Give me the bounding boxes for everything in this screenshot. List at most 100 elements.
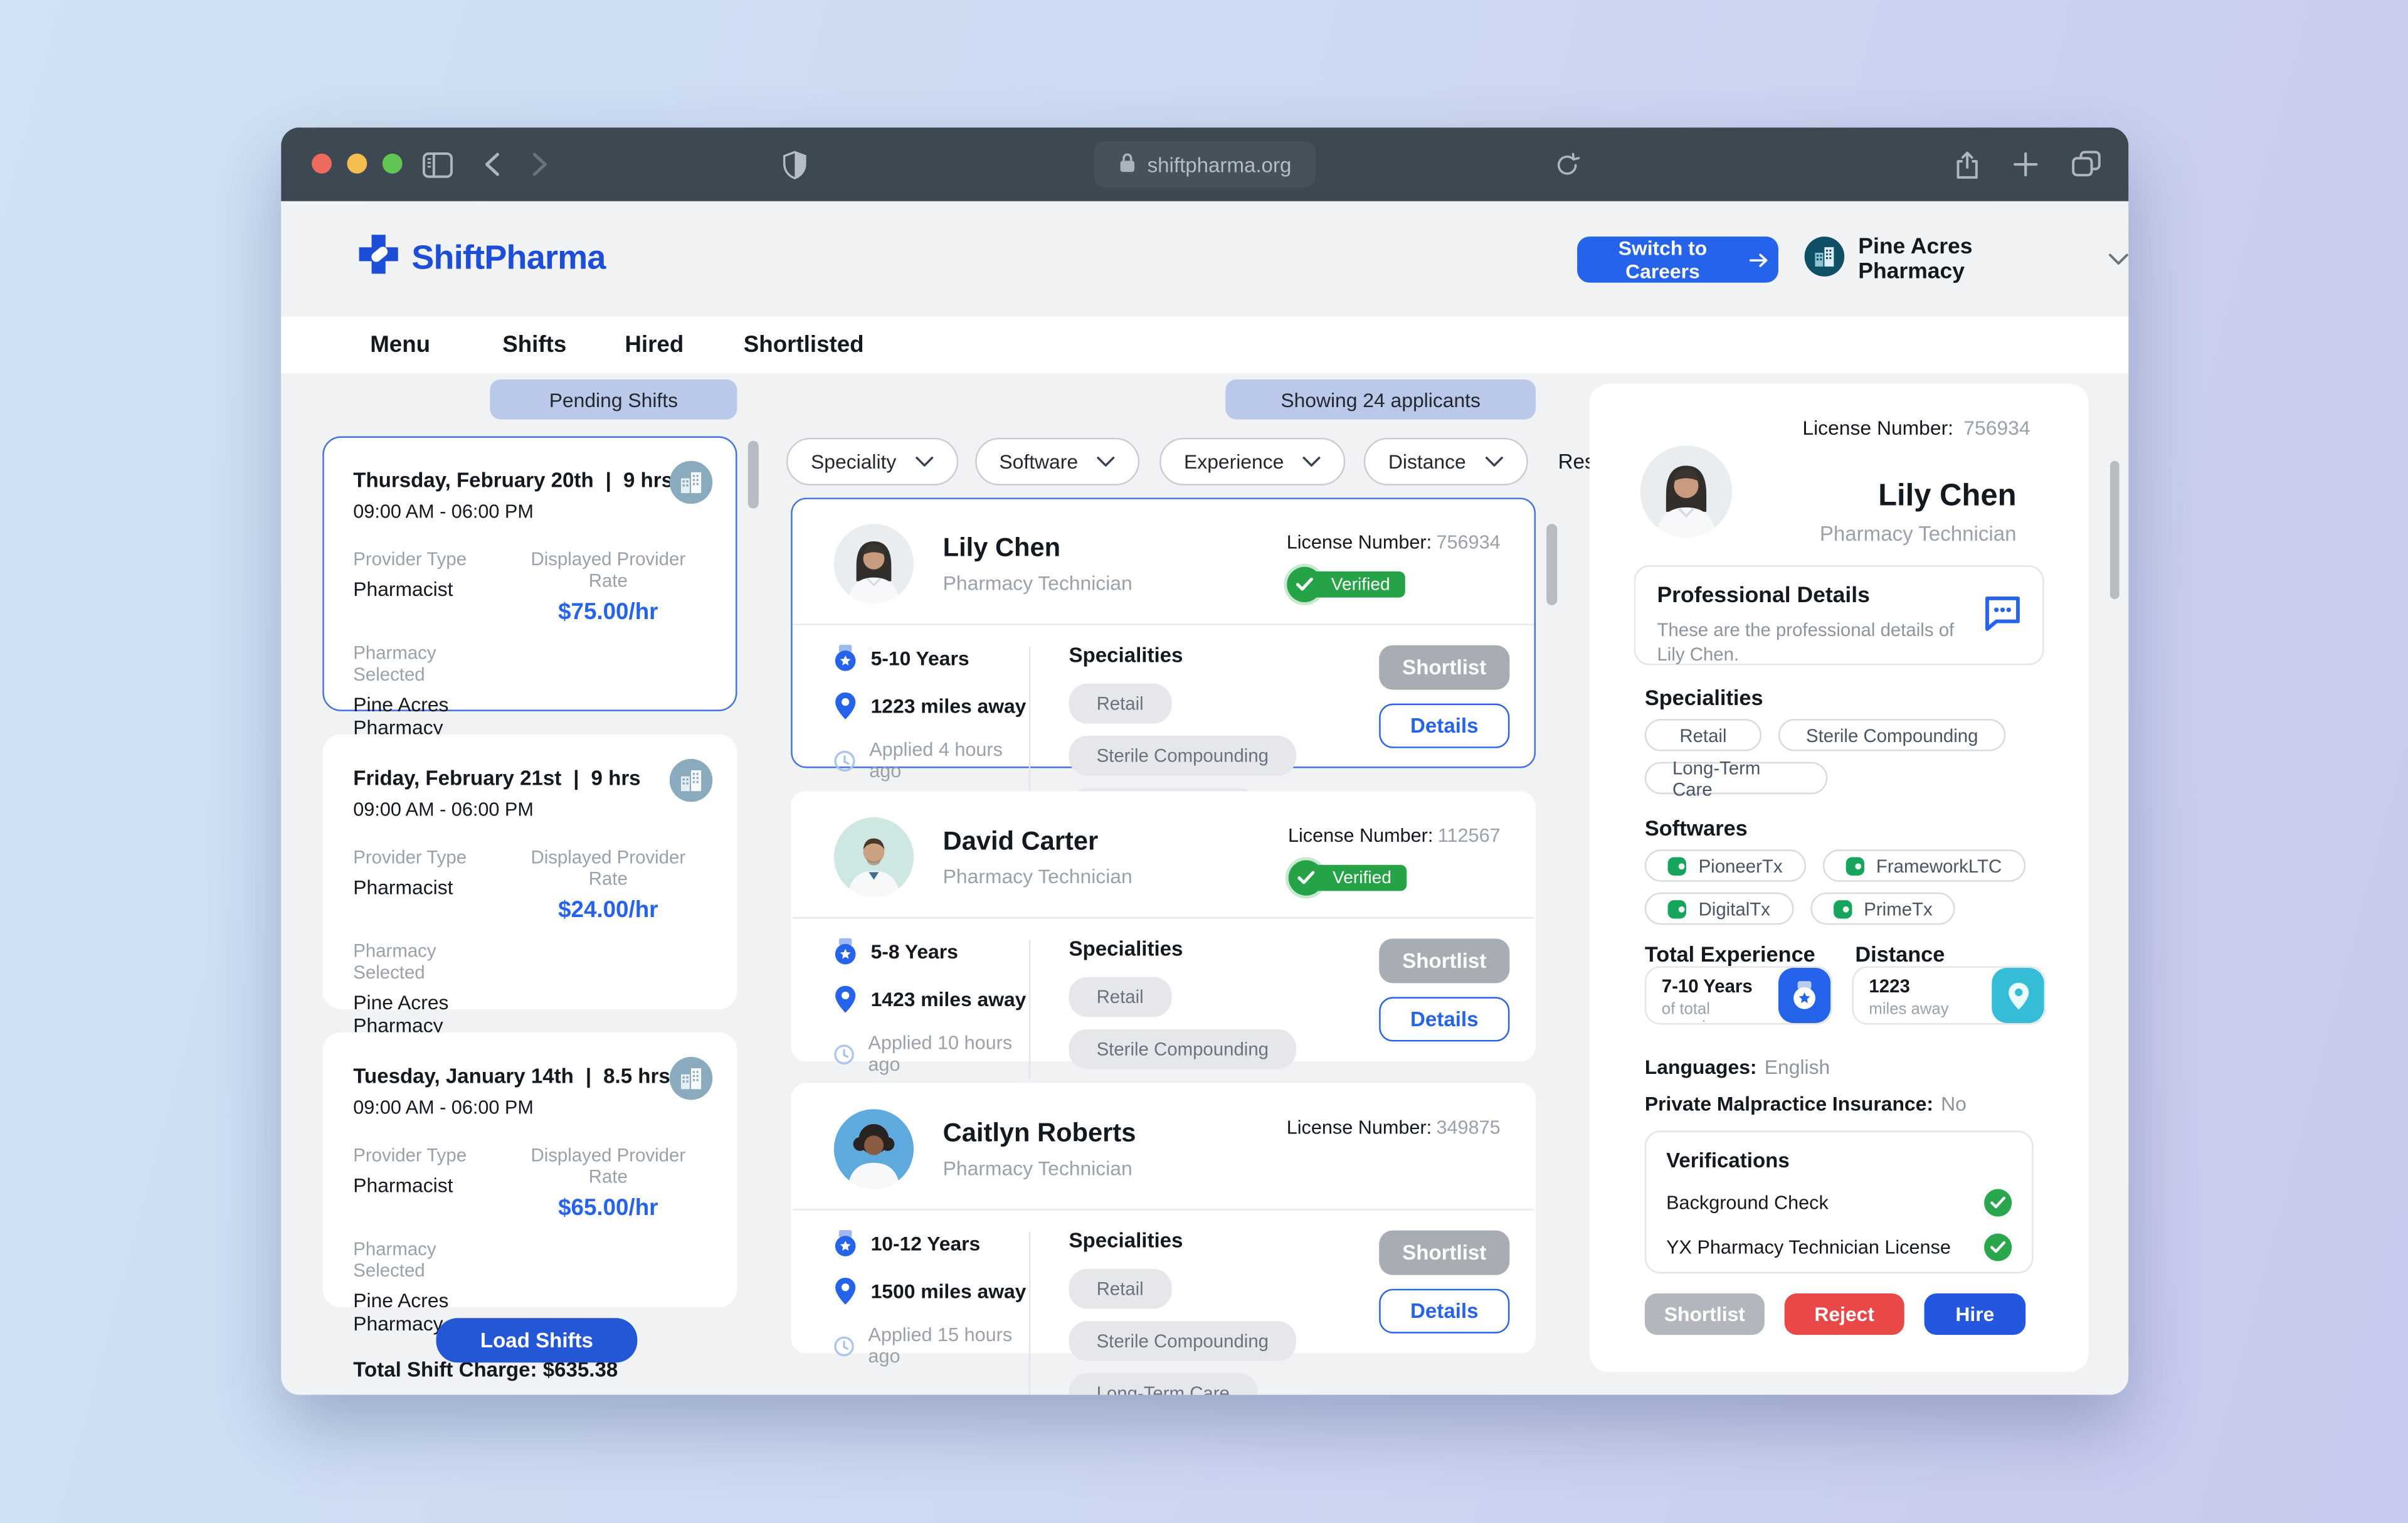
provider-rate: Displayed Provider Rate $65.00/hr (531, 1144, 686, 1221)
shift-date: Thursday, February 20th | 9 hrs (353, 468, 673, 492)
details-button[interactable]: Details (1379, 703, 1510, 748)
applicant-card[interactable]: Caitlyn Roberts Pharmacy Technician Lice… (791, 1083, 1536, 1395)
shift-card[interactable]: Tuesday, January 14th | 8.5 hrs 09:00 AM… (322, 1032, 737, 1381)
software-pill: PrimeTx (1810, 892, 1956, 925)
applicant-role: Pharmacy Technician (1819, 522, 2017, 546)
verified-check-icon (1287, 860, 1324, 896)
specialities-pills: Retail Sterile Compounding Long-Term Car… (1644, 719, 2049, 800)
pharmacy-building-icon (669, 758, 713, 810)
forward-button-icon[interactable] (531, 127, 548, 201)
privacy-shield-icon[interactable] (782, 127, 808, 201)
verified-badge: Verified (1286, 566, 1501, 603)
chevron-down-icon (1097, 457, 1115, 467)
address-bar[interactable]: shiftpharma.org (1093, 141, 1316, 188)
browser-window: shiftpharma.org (281, 127, 2129, 1395)
filter-distance[interactable]: Distance (1363, 437, 1528, 486)
details-button[interactable]: Details (1379, 1288, 1510, 1334)
software-app-icon (1833, 899, 1852, 918)
verifications-card: Verifications Background Check YX Pharma… (1644, 1130, 2034, 1274)
speciality-pill: Sterile Compounding (1069, 1029, 1297, 1069)
avatar (1640, 445, 1733, 538)
chevron-down-icon (1484, 457, 1502, 467)
speciality-pill: Sterile Compounding (1778, 719, 2006, 751)
applicant-identity: Lily Chen Pharmacy Technician (943, 533, 1133, 595)
experience-badge-icon (1778, 967, 1831, 1024)
share-icon[interactable] (1955, 127, 1980, 201)
reload-icon[interactable] (1554, 127, 1580, 201)
avatar (833, 817, 914, 898)
maximize-window-button[interactable] (382, 153, 403, 174)
specialities-title: Specialities (1069, 644, 1183, 667)
experience-stat: 10-12 Years (834, 1229, 1029, 1258)
shift-date: Tuesday, January 14th | 8.5 hrs (353, 1064, 670, 1088)
chevron-down-icon (1302, 457, 1321, 467)
professional-details-card: Professional Details These are the profe… (1634, 565, 2044, 666)
shifts-scrollbar[interactable] (747, 440, 759, 509)
reject-button[interactable]: Reject (1784, 1293, 1904, 1335)
distance-title: Distance (1855, 942, 1945, 967)
nav-item-shortlisted[interactable]: Shortlisted (743, 331, 864, 358)
check-icon (1984, 1189, 2012, 1217)
applicant-role: Pharmacy Technician (943, 864, 1133, 888)
check-icon (1984, 1233, 2012, 1261)
provider-type: Provider Type Pharmacist (353, 548, 467, 601)
speciality-pill: Retail (1069, 683, 1171, 724)
shift-date: Friday, February 21st | 9 hrs (353, 767, 641, 790)
brand-logo[interactable]: ShiftPharma (356, 232, 606, 284)
arrow-right-icon (1750, 253, 1768, 267)
pharmacy-building-icon (669, 460, 713, 512)
experience-stat: 5-10 Years (834, 644, 1029, 673)
languages-row: Languages: English (1644, 1055, 1830, 1079)
nav-item-hired[interactable]: Hired (625, 331, 684, 358)
window-controls[interactable] (312, 153, 403, 174)
applicant-role: Pharmacy Technician (943, 571, 1133, 595)
filter-experience[interactable]: Experience (1159, 437, 1346, 486)
minimize-window-button[interactable] (347, 153, 367, 174)
speciality-pill: Long-Term Care (1069, 1373, 1257, 1395)
shift-time: 09:00 AM - 06:00 PM (353, 799, 534, 820)
shortlist-button[interactable]: Shortlist (1379, 938, 1510, 984)
professional-details-title: Professional Details (1657, 583, 1870, 608)
account-name: Pine Acres Pharmacy (1858, 235, 1973, 285)
applicants-scrollbar[interactable] (1546, 524, 1558, 605)
back-button-icon[interactable] (483, 127, 500, 201)
software-pill: DigitalTx (1644, 892, 1793, 925)
shortlist-button[interactable]: Shortlist (1379, 1230, 1510, 1275)
close-window-button[interactable] (312, 153, 332, 174)
professional-details-text: These are the professional details of Li… (1657, 618, 1955, 666)
filter-software[interactable]: Software (974, 437, 1140, 486)
hire-button[interactable]: Hire (1924, 1293, 2026, 1335)
detail-actions: Shortlist Reject Hire (1644, 1293, 2032, 1335)
applicant-card[interactable]: David Carter Pharmacy Technician License… (791, 791, 1536, 1079)
chevron-down-icon (2108, 246, 2128, 273)
applied-stat: Applied 10 hours ago (834, 1032, 1029, 1075)
load-shifts-button[interactable]: Load Shifts (436, 1318, 638, 1363)
page-content: ShiftPharma Switch to Careers Pine Acres… (281, 201, 2129, 1395)
shift-card[interactable]: Friday, February 21st | 9 hrs 09:00 AM -… (322, 734, 737, 1083)
applicant-name: Lily Chen (943, 533, 1061, 563)
applied-stat: Applied 15 hours ago (834, 1324, 1029, 1367)
detail-scrollbar[interactable] (2110, 460, 2120, 600)
account-menu[interactable]: Pine Acres Pharmacy (1804, 235, 2129, 285)
applicant-card[interactable]: Lily Chen Pharmacy Technician License Nu… (791, 497, 1536, 829)
filter-speciality[interactable]: Speciality (786, 437, 958, 486)
tabs-overview-icon[interactable] (2072, 127, 2101, 201)
experience-stat: 5-8 Years (834, 937, 1029, 967)
nav-item-shifts[interactable]: Shifts (502, 331, 567, 358)
shortlist-button[interactable]: Shortlist (1379, 645, 1510, 690)
switch-to-careers-button[interactable]: Switch to Careers (1577, 236, 1778, 283)
applicant-detail-panel: License Number: 756934 Lily Chen Pharmac… (1589, 384, 2089, 1372)
license-number: License Number: 756934 (1286, 531, 1501, 553)
shortlist-button[interactable]: Shortlist (1644, 1293, 1765, 1335)
nav-item-menu[interactable]: Menu (370, 331, 431, 358)
applicant-role: Pharmacy Technician (943, 1157, 1133, 1180)
sidebar-toggle-icon[interactable] (422, 127, 453, 201)
applicant-identity: Lily Chen Pharmacy Technician (1820, 479, 2017, 545)
main-nav: Menu Shifts Hired Shortlisted (281, 316, 2129, 374)
license-number: License Number: 349875 (1286, 1117, 1501, 1138)
new-tab-icon[interactable] (2013, 127, 2038, 201)
shift-card[interactable]: Thursday, February 20th | 9 hrs 09:00 AM… (322, 436, 737, 785)
speciality-pill: Sterile Compounding (1069, 1321, 1297, 1361)
chat-icon[interactable] (1983, 595, 2023, 640)
details-button[interactable]: Details (1379, 997, 1510, 1042)
